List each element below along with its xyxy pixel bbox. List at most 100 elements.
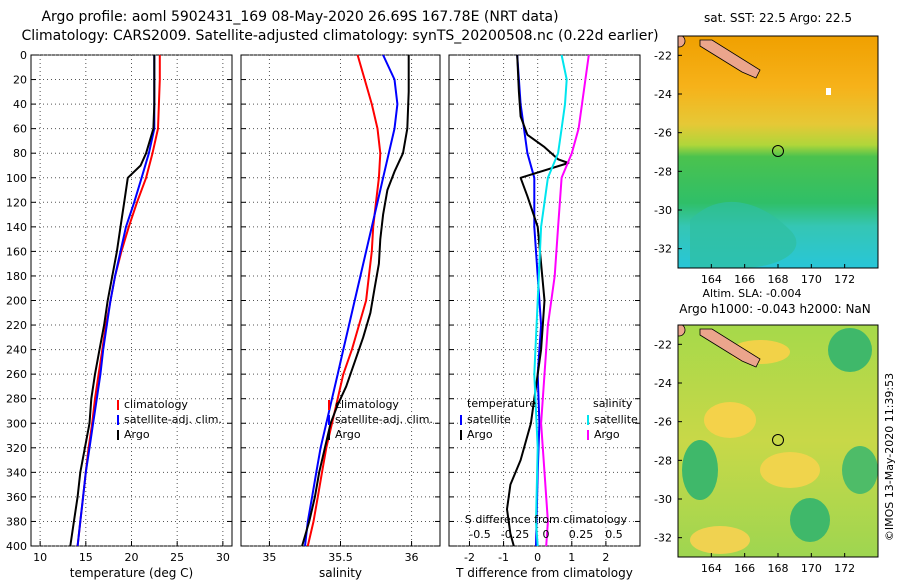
x-tick-label: -1	[498, 551, 509, 564]
legend-swatch-s-argo	[587, 430, 589, 440]
x-tick-label: 2	[602, 551, 609, 564]
x-tick-label: 35	[262, 551, 276, 564]
sla-high-patch	[704, 402, 756, 438]
x-tick-label: 25	[170, 551, 184, 564]
y-tick-label: 360	[6, 491, 27, 504]
y-tick-label: 60	[13, 123, 27, 136]
map-x-tick-label: 172	[834, 562, 855, 575]
argo-profile-marker	[772, 145, 784, 157]
legend-title-salinity: salinity	[593, 397, 633, 410]
y-tick-label: 180	[6, 270, 27, 283]
legend-label-argo: Argo	[335, 428, 361, 441]
series-line-climatology	[306, 54, 382, 547]
y-tick-label: 0	[20, 49, 27, 62]
map-y-tick-label: -22	[654, 49, 672, 62]
y-tick-label: 200	[6, 295, 27, 308]
sla-high-patch	[690, 526, 750, 554]
y-tick-label: 160	[6, 245, 27, 258]
map-y-tick-label: -24	[654, 377, 672, 390]
legend-swatch-s-satellite	[587, 415, 589, 425]
y-tick-label: 100	[6, 172, 27, 185]
y-tick-label: 240	[6, 344, 27, 357]
land-fragment	[678, 36, 686, 48]
y-tick-label: 320	[6, 442, 27, 455]
legend-swatch-argo	[328, 430, 330, 440]
y-tick-label: 380	[6, 515, 27, 528]
temperature-profile-panel: 0 20 40 60 80 100 120 140 160 180 200 220 240 260 280 3…	[6, 49, 233, 580]
series-line-s-satellite	[533, 54, 568, 547]
x-tick-label: 0	[534, 551, 541, 564]
x-tick-label: 10	[33, 551, 47, 564]
salinity-legend: climatology satellite-adj. clim. Argo	[328, 398, 433, 441]
legend-label-climatology: climatology	[335, 398, 399, 411]
series-line-t-argo	[506, 54, 570, 547]
map-y-tick-label: -30	[654, 204, 672, 217]
imos-credit: ©IMOS 13-May-2020 11:39:53	[883, 373, 896, 541]
header-line1: Argo profile: aoml 5902431_169 08-May-20…	[41, 9, 558, 25]
map-y-tick-label: -28	[654, 165, 672, 178]
header-line2: Climatology: CARS2009. Satellite-adjuste…	[21, 28, 658, 44]
sst-cool-patch	[690, 201, 797, 268]
series-line-satellite-adj-clim-	[76, 55, 156, 547]
sla-high-patch	[760, 452, 820, 488]
map-x-tick-label: 166	[734, 273, 755, 286]
x-axis-label: T difference from climatology	[455, 566, 633, 580]
temperature-legend: climatology satellite-adj. clim. Argo	[117, 398, 222, 441]
legend-label-argo: Argo	[124, 428, 150, 441]
difference-profile-panel: -2 -1 0 1 2 T difference from climatology S di…	[448, 54, 641, 580]
legend-label-s-argo: Argo	[594, 428, 620, 441]
series-line-s-argo	[540, 54, 590, 547]
legend-label-satellite: satellite-adj. clim.	[124, 413, 222, 426]
legend-label-t-satellite: satellite	[467, 413, 511, 426]
sla-map	[677, 324, 879, 558]
map-y-tick-label: -28	[654, 454, 672, 467]
x-tick-label: 20	[125, 551, 139, 564]
sst-map	[677, 35, 879, 269]
sla-low-patch	[828, 328, 872, 372]
missing-data-pixel	[826, 88, 831, 95]
land-fragment	[678, 325, 686, 337]
map-x-tick-label: 170	[801, 562, 822, 575]
legend-swatch-satellite	[117, 415, 119, 425]
map-x-tick-label: 170	[801, 273, 822, 286]
legend-swatch-t-argo	[460, 430, 462, 440]
series-line-satellite-adj-clim-	[304, 54, 399, 547]
legend-swatch-satellite	[328, 415, 330, 425]
map-x-tick-label: 164	[701, 562, 722, 575]
secondary-tick-label: -0.5	[469, 528, 490, 541]
sla-caption: Altim. SLA: -0.004	[702, 287, 801, 300]
y-tick-label: 300	[6, 417, 27, 430]
x-tick-label: 35.5	[328, 551, 353, 564]
y-tick-label: 80	[13, 147, 27, 160]
map-y-tick-label: -26	[654, 127, 672, 140]
secondary-axis-label: S difference from climatology	[465, 513, 628, 526]
map-y-tick-label: -22	[654, 338, 672, 351]
secondary-tick-label: 0.5	[605, 528, 623, 541]
y-tick-label: 280	[6, 393, 27, 406]
sla-map-title: Argo h1000: -0.043 h2000: NaN	[679, 302, 871, 316]
legend-swatch-t-satellite	[460, 415, 462, 425]
y-tick-label: 220	[6, 319, 27, 332]
map-y-tick-label: -30	[654, 493, 672, 506]
sla-low-patch	[842, 446, 878, 494]
map-y-tick-label: -32	[654, 532, 672, 545]
sst-map-axes: -22 -24 -26 -28 -30 -32 164 166 168 170 172	[654, 49, 855, 286]
map-x-tick-label: 164	[701, 273, 722, 286]
y-tick-label: 260	[6, 368, 27, 381]
difference-legend: temperature satellite Argo salinity sate…	[460, 397, 638, 441]
x-axis-label: temperature (deg C)	[70, 566, 193, 580]
legend-label-s-satellite: satellite	[594, 413, 638, 426]
legend-swatch-climatology	[328, 400, 330, 410]
map-y-tick-label: -32	[654, 243, 672, 256]
secondary-tick-label: -0.25	[501, 528, 529, 541]
x-tick-label: 30	[216, 551, 230, 564]
map-x-tick-label: 168	[768, 562, 789, 575]
sla-low-patch	[682, 440, 718, 500]
map-x-tick-label: 166	[734, 562, 755, 575]
sla-low-patch	[790, 498, 830, 542]
new-caledonia-landmass	[699, 39, 761, 79]
y-tick-label: 140	[6, 221, 27, 234]
legend-label-t-argo: Argo	[467, 428, 493, 441]
legend-swatch-climatology	[117, 400, 119, 410]
